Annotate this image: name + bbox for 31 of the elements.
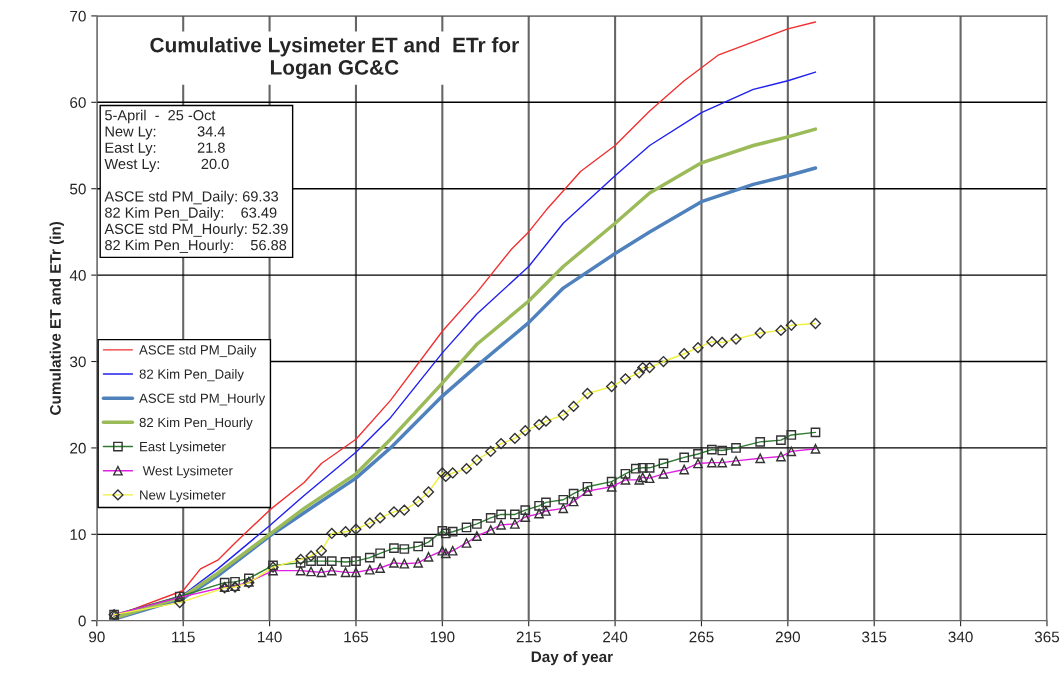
y-tick-label: 70 [70,10,86,22]
y-tick-label: 50 [70,183,86,195]
y-tick-label: 20 [70,442,86,454]
legend-label: 82 Kim Pen_Hourly [139,417,253,430]
legend-label: 82 Kim Pen_Daily [139,369,244,382]
x-tick-label: 365 [1034,631,1060,643]
text: Cumulative Lysimeter ET and ETr for Logan GC&C [150,37,519,80]
y-tick-label: 40 [69,269,86,281]
x-tick-label: 340 [948,631,973,643]
legend-label: New Lysimeter [140,489,226,503]
legend-label: ASCE std PM_Daily [139,344,257,358]
legend-label: East Lysimeter [140,441,226,454]
y-tick-label: 10 [70,529,86,541]
x-tick-label: 290 [775,631,800,643]
x-tick-label: 165 [344,631,369,643]
x-tick-label: 315 [862,631,887,643]
text: 5-April - 25 -Oct New Ly: 34.4 East Ly: 21.8 West Ly: 20.0 ASCE std PM_Daily: 69.33 82 Kim Pen_Daily: 63.49 ASCE std PM_Hourly: 52.39 82 Kim Pen_Hourly: 56.88 [104,109,288,254]
legend-label: ASCE std PM_Hourly [139,393,266,406]
y-tick-label: 0 [78,615,86,627]
x-tick-label: 140 [258,631,282,643]
legend-label: West Lysimeter [142,465,233,479]
y-axis-title: Cumulative ET and ETr (in) [49,221,64,415]
x-tick-label: 265 [689,631,714,643]
y-tick-label: 60 [70,97,86,108]
x-axis-title: Day of year [531,650,613,666]
x-tick-label: 90 [89,631,105,643]
x-tick-label: 240 [603,631,628,643]
x-tick-label: 115 [172,631,195,643]
y-tick-label: 30 [70,356,86,368]
x-tick-label: 215 [516,631,541,643]
x-tick-label: 190 [430,631,455,643]
